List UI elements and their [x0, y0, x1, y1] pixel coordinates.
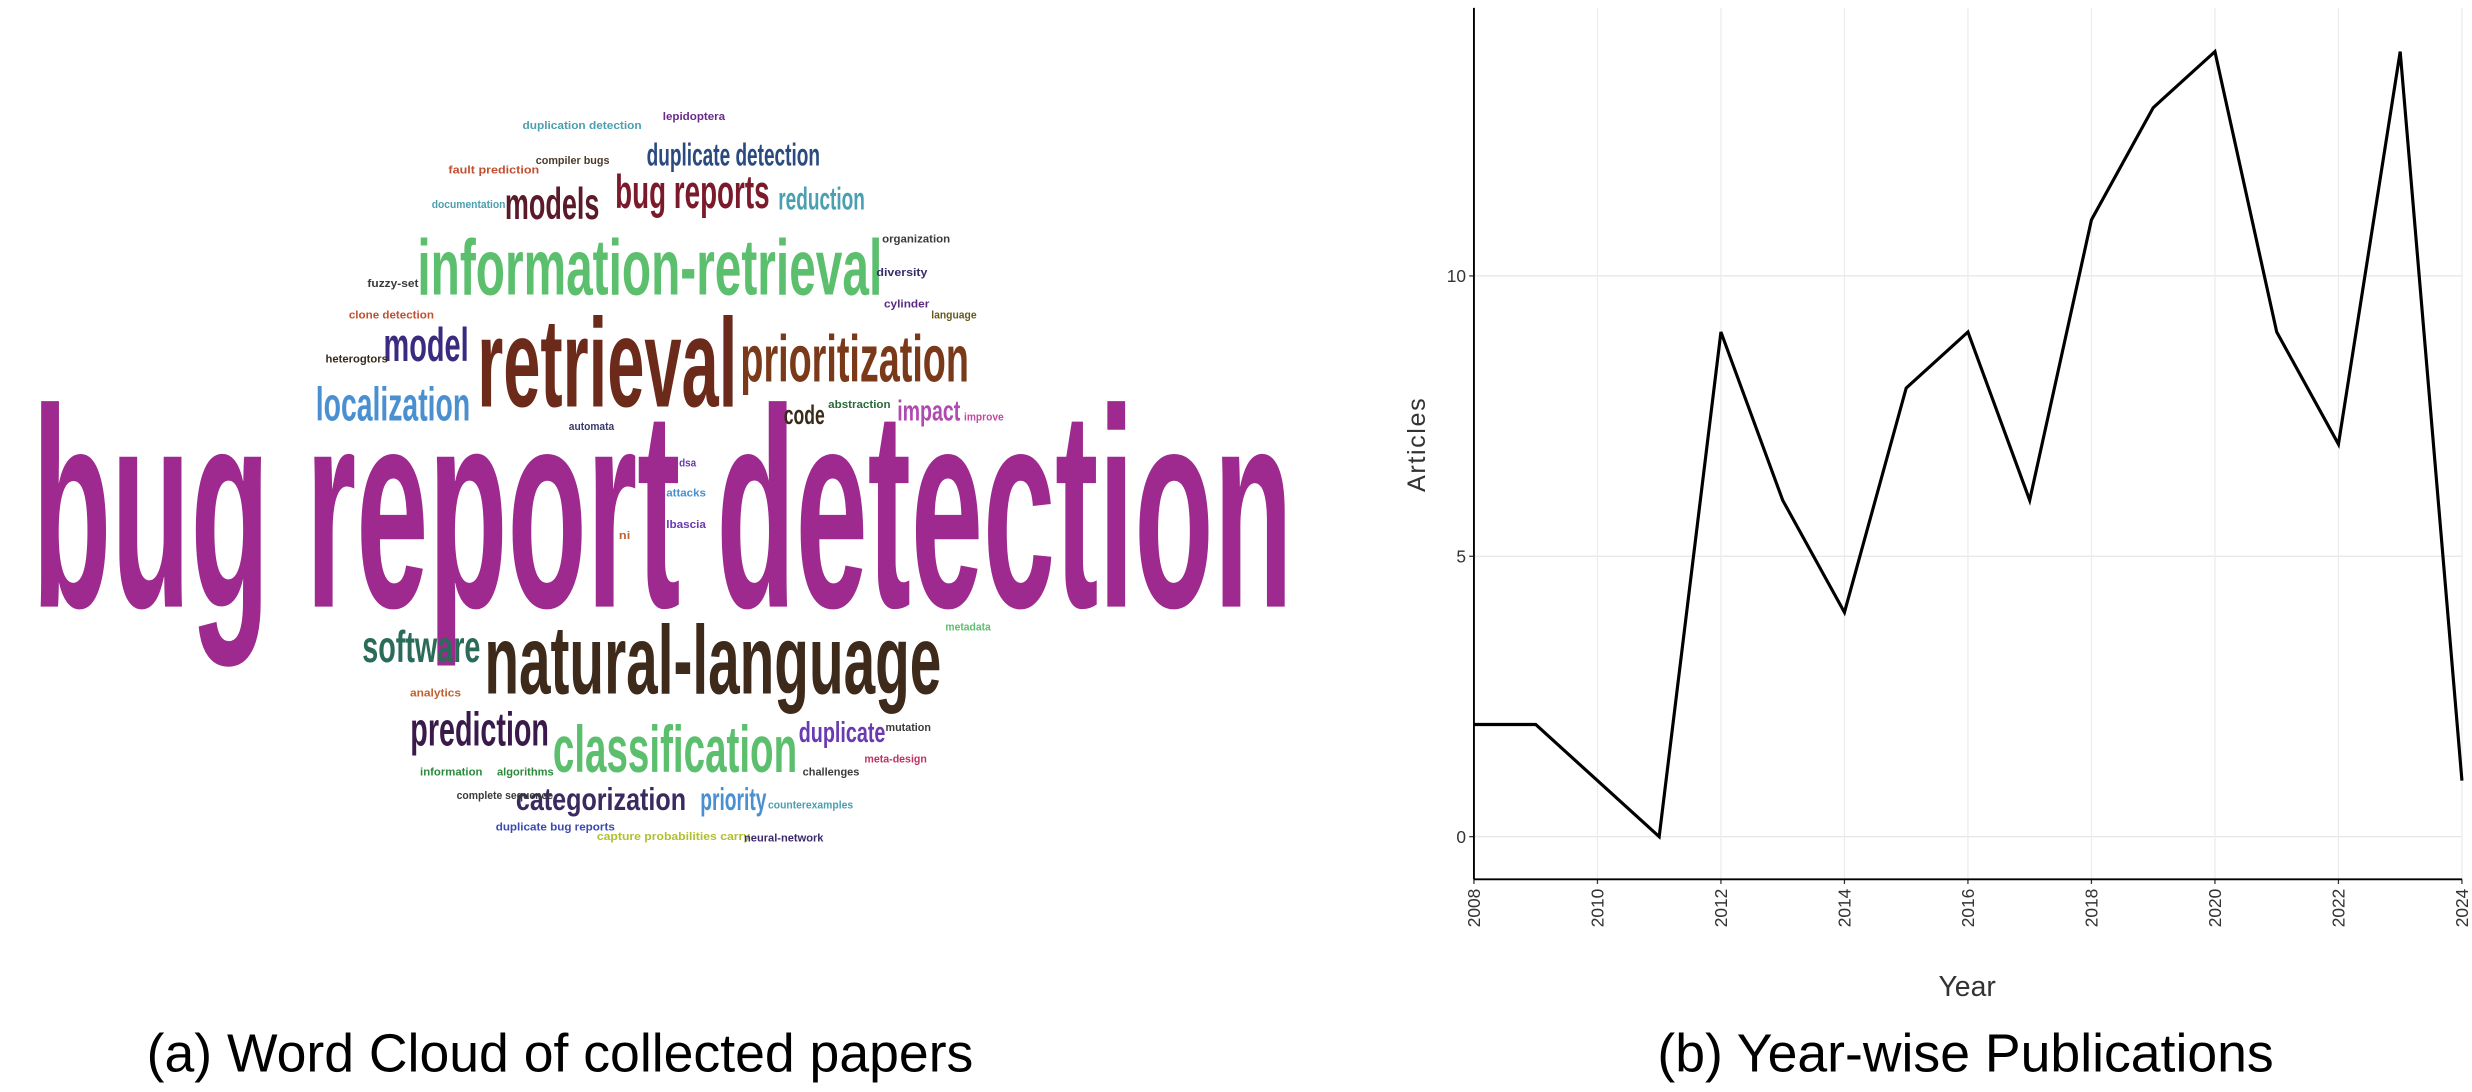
- word: localization: [316, 379, 470, 432]
- x-tick-label: 2010: [1588, 889, 1608, 928]
- word: dsa: [679, 457, 697, 469]
- word: duplicate bug reports: [496, 821, 615, 833]
- word: categorization: [516, 781, 686, 817]
- y-tick-label: 10: [1447, 266, 1466, 286]
- word: information: [420, 766, 483, 778]
- word: abstraction: [828, 399, 891, 411]
- x-tick-label: 2022: [2329, 889, 2349, 928]
- word: classification: [553, 713, 797, 787]
- caption: (b) Year-wise Publications: [1657, 1025, 2273, 1084]
- word: analytics: [410, 687, 461, 699]
- word: meta-design: [864, 754, 927, 766]
- word: duplication detection: [522, 120, 641, 132]
- word: information-retrieval: [417, 224, 882, 312]
- word: language: [931, 309, 976, 321]
- word: organization: [882, 234, 950, 246]
- word: model: [384, 319, 469, 372]
- word: priority: [700, 781, 766, 817]
- x-axis-title: Year: [1938, 971, 1995, 1003]
- word: automata: [569, 421, 615, 433]
- x-tick-label: 2012: [1711, 889, 1731, 928]
- word: fault prediction: [448, 164, 539, 176]
- y-tick-label: 5: [1456, 547, 1466, 567]
- word: reduction: [778, 181, 865, 217]
- caption: (a) Word Cloud of collected papers: [147, 1025, 974, 1084]
- word: algorithms: [497, 766, 554, 778]
- word: code: [784, 400, 825, 430]
- word: ni: [619, 530, 630, 542]
- word: cylinder: [884, 298, 930, 310]
- line: [1473, 48, 2464, 840]
- word: diversity: [876, 267, 928, 279]
- word: improve: [964, 412, 1004, 424]
- x-tick-label: 2018: [2082, 889, 2102, 928]
- word: heterogtors: [326, 353, 388, 365]
- y-tick-label: 0: [1456, 827, 1466, 847]
- word: neural-network: [744, 832, 824, 844]
- word: software: [362, 623, 480, 672]
- word: natural-language: [484, 605, 941, 714]
- word: metadata: [945, 621, 991, 633]
- x-tick-label: 2014: [1835, 888, 1855, 927]
- word: bug report detection: [32, 351, 1293, 669]
- word: capture probabilities carry: [597, 831, 751, 843]
- y-axis-title: Articles: [1403, 397, 1431, 492]
- x-tick-label: 2016: [1958, 889, 1978, 928]
- word: duplicate: [799, 717, 886, 749]
- word: fuzzy-set: [367, 278, 418, 290]
- word: prioritization: [740, 322, 968, 396]
- word: clone detection: [349, 309, 434, 321]
- word: compiler bugs: [536, 155, 610, 167]
- word: documentation: [432, 199, 506, 211]
- word: attacks: [666, 487, 706, 499]
- word: lbascia: [666, 519, 707, 531]
- word: mutation: [886, 722, 932, 734]
- word: lepidoptera: [663, 111, 726, 123]
- x-tick-label: 2024: [2452, 888, 2472, 927]
- x-tick-label: 2008: [1464, 889, 1484, 928]
- word: duplicate detection: [647, 136, 820, 172]
- word: counterexamples: [768, 799, 853, 811]
- word: impact: [897, 396, 960, 428]
- word: bug reports: [615, 166, 769, 219]
- x-tick-label: 2020: [2205, 889, 2225, 928]
- word: challenges: [803, 766, 860, 778]
- word: prediction: [410, 703, 549, 756]
- word: models: [505, 180, 600, 229]
- word: complete sequence: [457, 790, 553, 802]
- word: retrieval: [477, 293, 737, 434]
